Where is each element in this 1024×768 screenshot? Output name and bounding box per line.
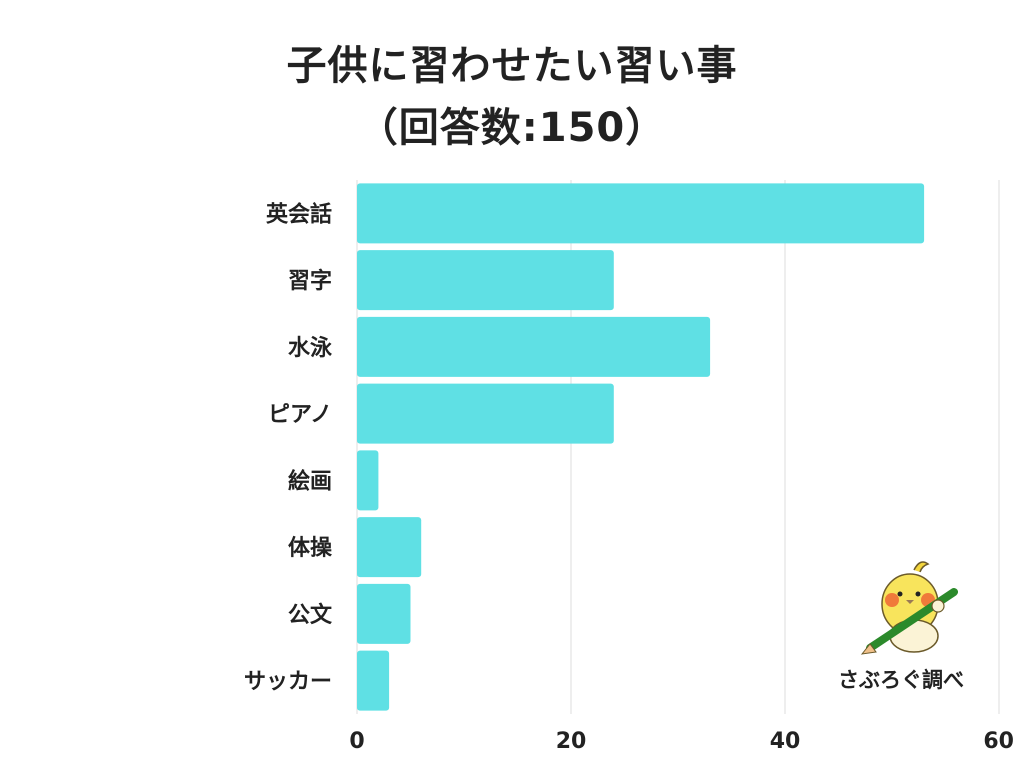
category-label-1: 英会話 (266, 201, 332, 227)
category-label-5: 絵画 (288, 468, 332, 494)
bar-6 (357, 517, 422, 578)
chart-title-line-2: （回答数:150） (357, 105, 667, 151)
category-label-4: ピアノ (268, 403, 332, 428)
bar-5 (357, 450, 379, 511)
bar-3 (357, 316, 711, 377)
x-tick-label-40: 40 (770, 729, 801, 754)
bar-1 (357, 183, 925, 244)
category-label-8: サッカー (244, 670, 332, 695)
category-label-7: 公文 (288, 602, 333, 628)
chart-title-line-1: 子供に習わせたい習い事 (286, 43, 738, 89)
bar-4 (357, 383, 614, 444)
category-label-3: 水泳 (288, 336, 333, 361)
bird-with-pencil-icon (860, 561, 958, 655)
x-tick-label-60: 60 (983, 729, 1014, 754)
bar-2 (357, 250, 614, 311)
category-label-2: 習字 (288, 268, 332, 294)
category-label-6: 体操 (288, 536, 333, 561)
bar-8 (357, 650, 390, 711)
survey-credit: さぶろぐ調べ (838, 668, 964, 692)
bar-7 (357, 583, 411, 644)
x-tick-label-20: 20 (556, 729, 587, 754)
x-tick-labels: 0 20 40 60 (349, 729, 1014, 754)
bars (357, 183, 925, 711)
x-tick-label-0: 0 (349, 729, 364, 754)
